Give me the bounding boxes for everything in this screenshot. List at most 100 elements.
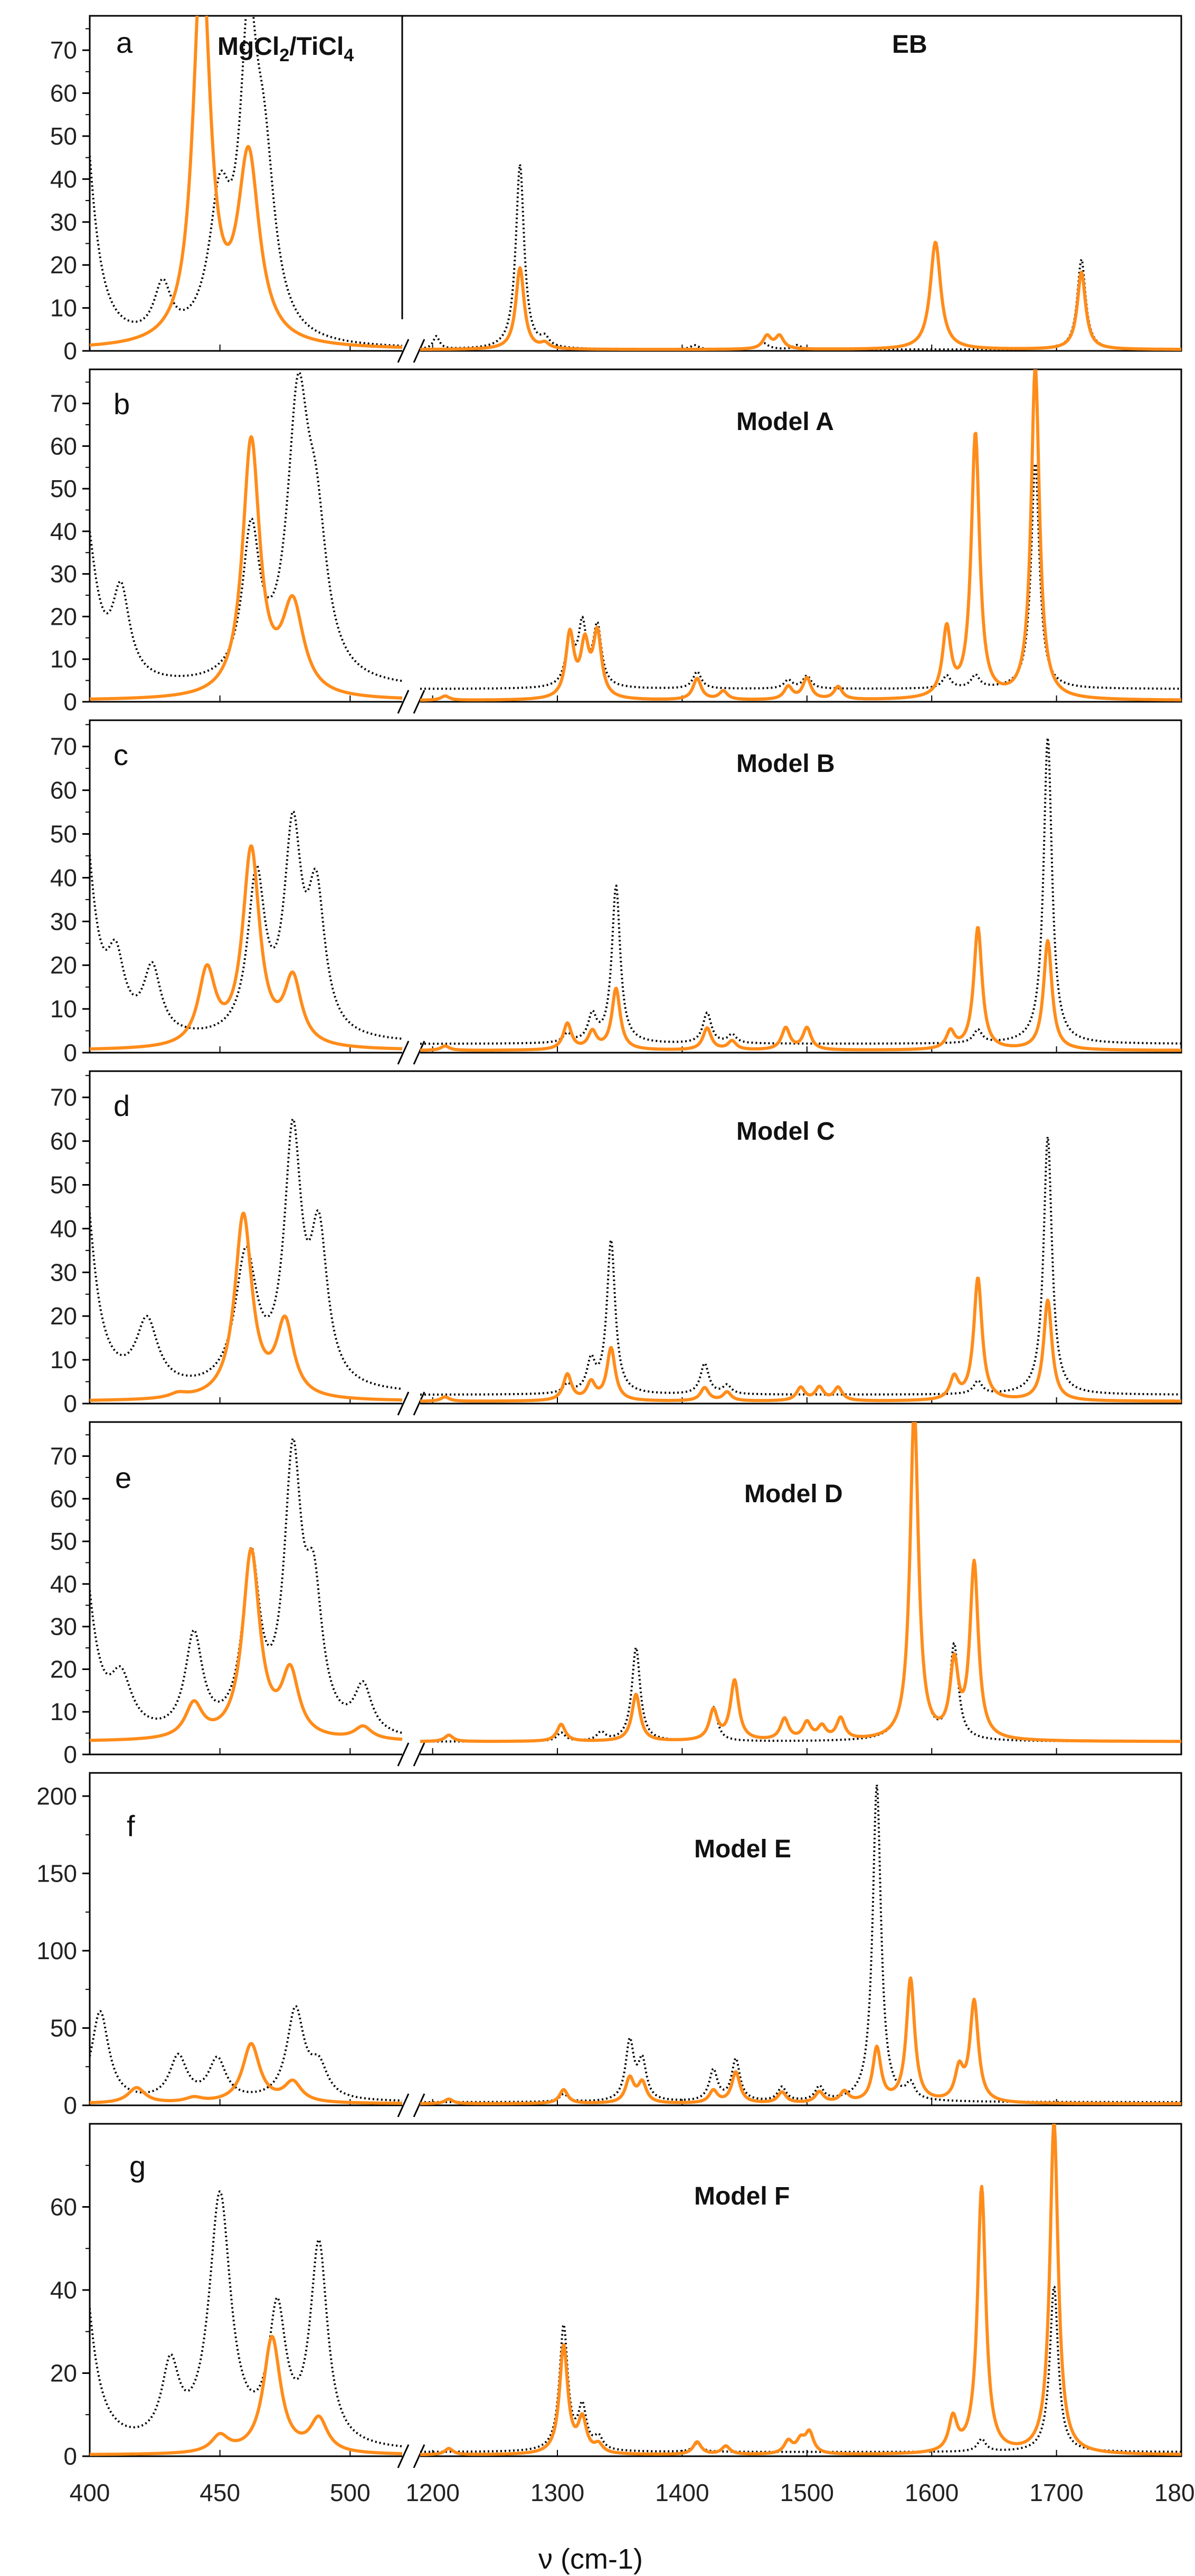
series-group bbox=[90, 1118, 1181, 1403]
panel-title: Model B bbox=[736, 750, 835, 778]
axis-break-mark bbox=[413, 339, 425, 363]
y-tick-label: 20 bbox=[50, 603, 77, 630]
axis-break-mask bbox=[402, 1399, 420, 1408]
axis-break-mask bbox=[402, 2101, 420, 2110]
y-tick-label: 70 bbox=[50, 36, 77, 64]
y-tick-label: 70 bbox=[50, 1443, 77, 1470]
x-tick-label: 400 bbox=[70, 2479, 110, 2506]
y-tick-label: 70 bbox=[50, 733, 77, 760]
series-group bbox=[90, 16, 1181, 351]
series-reference-line bbox=[90, 1422, 1181, 1743]
y-tick-label: 60 bbox=[50, 1485, 77, 1512]
y-tick-label: 60 bbox=[50, 80, 77, 107]
y-tick-label: 50 bbox=[50, 475, 77, 502]
panel-title: Model C bbox=[736, 1118, 835, 1146]
y-tick-label: 50 bbox=[50, 2014, 77, 2041]
axis-break-mask bbox=[402, 1048, 420, 1057]
panel-letter: e bbox=[115, 1461, 131, 1494]
axis-break-mask bbox=[402, 698, 420, 706]
x-tick-label: 450 bbox=[200, 2479, 240, 2506]
panel-letter: f bbox=[127, 1809, 135, 1843]
x-axis: ν (cm-1) 400 450 500 1200 1300 1400 1500 1600 17… bbox=[70, 2479, 1195, 2575]
axis-break-mark bbox=[413, 2093, 425, 2117]
panel-subtitle: MgCl2/TiCl4 bbox=[217, 33, 354, 65]
y-tick-label: 0 bbox=[63, 1741, 77, 1768]
axis-break-mask bbox=[402, 347, 420, 355]
series-computed-line bbox=[90, 1211, 1181, 1403]
axis-break-mark bbox=[397, 2444, 410, 2468]
panel-title: Model F bbox=[694, 2182, 790, 2210]
panel-letter: c bbox=[113, 738, 128, 771]
y-tick-label: 30 bbox=[50, 1613, 77, 1640]
y-tick-label: 0 bbox=[63, 2443, 77, 2470]
x-tick-label: 1600 bbox=[905, 2479, 959, 2506]
series-reference-line bbox=[90, 737, 1181, 1045]
panel-e: 0 10 20 30 40 50 60 70 e Model D bbox=[50, 1421, 1182, 1768]
panel-frame bbox=[89, 368, 1182, 703]
axis-break-mark bbox=[413, 690, 425, 714]
y-tick-label: 40 bbox=[50, 864, 77, 891]
panel-frame bbox=[89, 719, 1182, 1054]
panel-letter: b bbox=[113, 387, 130, 421]
x-tick-label: 1200 bbox=[405, 2479, 459, 2506]
axis-break-mark bbox=[397, 690, 410, 714]
panel-d: 0 10 20 30 40 50 60 70 d Model C bbox=[50, 1070, 1182, 1417]
series-group bbox=[90, 1422, 1181, 1743]
series-reference-line bbox=[90, 1118, 1181, 1396]
y-tick-label: 10 bbox=[50, 294, 77, 322]
series-group bbox=[90, 2124, 1181, 2456]
y-tick-label: 50 bbox=[50, 820, 77, 848]
y-tick-label: 60 bbox=[50, 1128, 77, 1155]
panel-a: 0 10 20 30 40 50 60 70 a EB MgCl2/TiCl4 bbox=[50, 15, 1182, 365]
y-tick-label: 40 bbox=[50, 1570, 77, 1598]
y-tick-label: 70 bbox=[50, 390, 77, 417]
panel-title: Model D bbox=[744, 1480, 843, 1508]
y-tick-label: 50 bbox=[50, 1528, 77, 1555]
y-tick-label: 0 bbox=[63, 2092, 77, 2119]
panel-letter: d bbox=[113, 1089, 130, 1122]
series-computed-line bbox=[90, 2124, 1181, 2456]
y-tick-label: 20 bbox=[50, 1655, 77, 1683]
panel-letter: g bbox=[129, 2150, 146, 2183]
y-tick-label: 70 bbox=[50, 1084, 77, 1111]
y-tick-label: 10 bbox=[50, 995, 77, 1023]
panel-c: 0 10 20 30 40 50 60 70 c Model B bbox=[50, 719, 1182, 1066]
y-tick-label: 30 bbox=[50, 908, 77, 935]
y-tick-label: 20 bbox=[50, 1302, 77, 1330]
y-tick-label: 60 bbox=[50, 2193, 77, 2221]
y-tick-label: 20 bbox=[50, 951, 77, 979]
series-group bbox=[90, 737, 1181, 1052]
series-reference-line bbox=[90, 1783, 1181, 2103]
series-reference-line bbox=[90, 16, 1181, 351]
x-tick-label: 1400 bbox=[655, 2479, 709, 2506]
x-tick-label: 1800 bbox=[1154, 2479, 1195, 2506]
axis-break-mask bbox=[402, 1750, 420, 1759]
series-computed-line bbox=[90, 369, 1181, 702]
y-tick-label: 150 bbox=[36, 1859, 77, 1887]
series-computed-line bbox=[90, 844, 1181, 1052]
x-tick-label: 1300 bbox=[530, 2479, 584, 2506]
y-tick-label: 40 bbox=[50, 2276, 77, 2304]
axis-break-mark bbox=[397, 1742, 410, 1767]
x-tick-label: 1700 bbox=[1029, 2479, 1083, 2506]
axis-break-mark bbox=[413, 1391, 425, 1416]
y-tick-label: 50 bbox=[50, 1171, 77, 1199]
panel-frame bbox=[89, 1421, 1182, 1756]
y-tick-label: 0 bbox=[63, 337, 77, 365]
y-tick-label: 40 bbox=[50, 165, 77, 193]
axis-break-mark bbox=[397, 2093, 410, 2117]
series-reference-line bbox=[90, 2190, 1181, 2453]
y-tick-label: 40 bbox=[50, 518, 77, 545]
panel-title: Model A bbox=[736, 408, 834, 436]
panel-title: EB bbox=[892, 31, 927, 59]
x-tick-label: 500 bbox=[330, 2479, 371, 2506]
series-computed-line bbox=[90, 16, 1181, 351]
panels-group: 0 10 20 30 40 50 60 70 a EB MgCl2/TiCl4 0 10 20 30 40 50… bbox=[36, 15, 1182, 2470]
series-computed-line bbox=[90, 1422, 1181, 1743]
series-reference-line bbox=[90, 371, 1181, 690]
y-tick-label: 0 bbox=[63, 1039, 77, 1066]
series-computed-line bbox=[90, 1976, 1181, 2105]
x-tick-label: 1500 bbox=[780, 2479, 834, 2506]
panel-frame bbox=[89, 1070, 1182, 1405]
